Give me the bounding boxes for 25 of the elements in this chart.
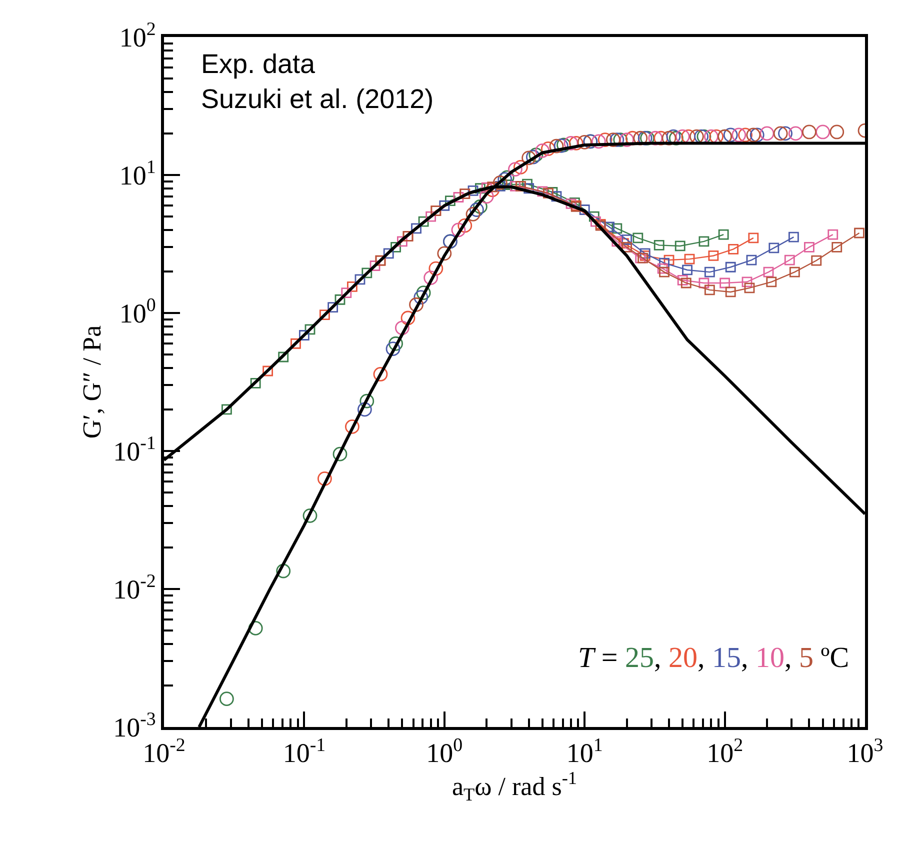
x-tick-label: 10$^{3}$ [846,734,884,768]
annotation: ºC [820,642,850,674]
annotation: , [654,642,662,674]
text: , [741,642,748,674]
annotation: Exp. data [201,49,316,79]
annotation: Suzuki et al. (2012) [201,84,434,114]
x-tick-label: 10$^{-1}$ [282,734,326,768]
text: , [698,642,705,674]
x-axis-title: a$_{T}$ω / rad s$^{-1}$ [452,768,577,805]
y-tick-label: 10$^{-2}$ [113,571,156,604]
text: 5 [799,642,814,674]
y-tick-label: 10$^{2}$ [119,19,156,52]
y-tick-label: 10$^{-1}$ [113,433,156,466]
text: 15 [712,642,741,674]
x-tick-label: 10$^{1}$ [566,734,603,768]
annotation: T = [578,642,618,674]
text: 10 [756,642,784,674]
text: , [784,642,792,674]
y-axis-title: G′, G″ / Pa [78,324,106,439]
y-tick-label: 10$^{1}$ [119,157,156,190]
x-tick-label: 10$^{2}$ [706,734,744,768]
y-tick-label: 10$^{0}$ [119,295,156,328]
text: 20 [668,642,698,674]
text: 25 [625,642,654,674]
x-tick-label: 10$^{0}$ [426,734,463,768]
